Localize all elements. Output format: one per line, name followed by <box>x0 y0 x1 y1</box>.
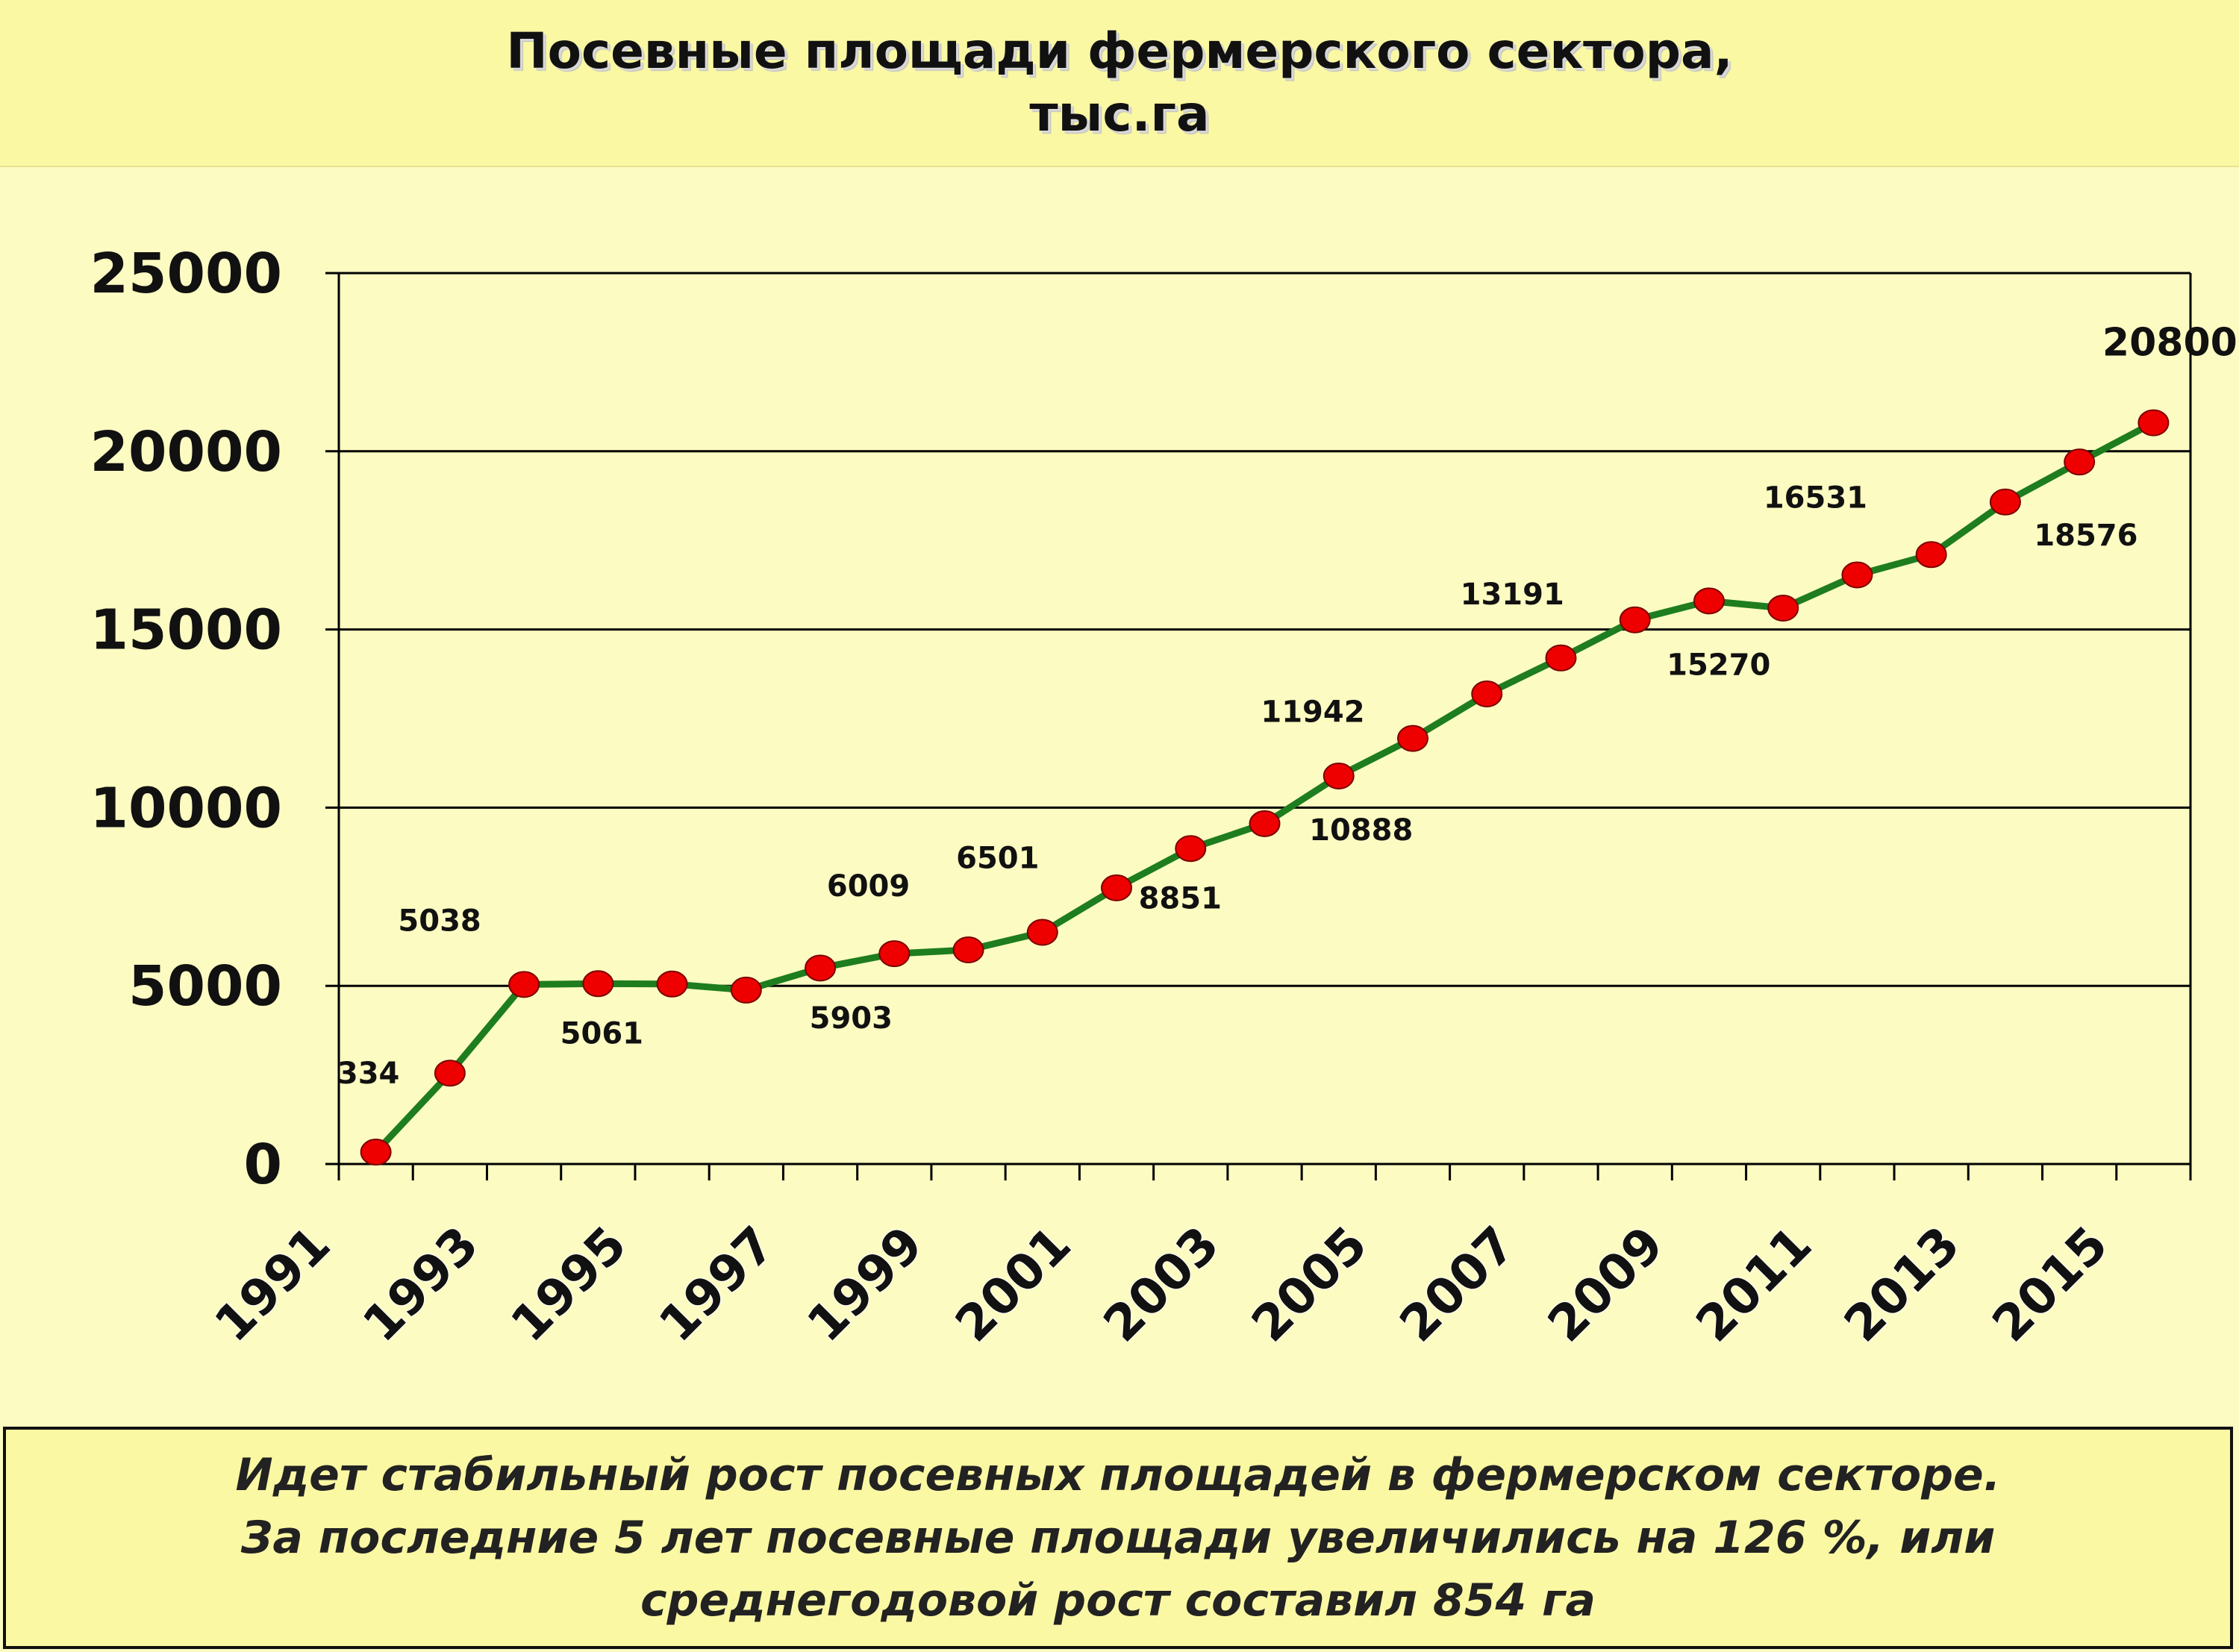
data-point-2016 <box>2137 409 2170 437</box>
data-point-2002 <box>1101 874 1133 901</box>
data-label-2012: 16531 <box>1764 481 1867 515</box>
data-label-2006: 11942 <box>1261 695 1364 730</box>
x-tick-label-1997: 1997 <box>648 1215 785 1353</box>
data-point-1992 <box>360 1139 392 1166</box>
data-point-1994 <box>508 971 540 998</box>
data-point-2009 <box>1619 606 1651 633</box>
data-label-2016: 20800 <box>2102 321 2238 366</box>
chart-title: Посевные площади фермерского сектора, ты… <box>0 0 2239 167</box>
data-label-2007: 13191 <box>1461 578 1564 612</box>
data-point-1996 <box>656 970 688 998</box>
x-tick-label-2003: 2003 <box>1093 1215 1230 1353</box>
data-point-2008 <box>1545 644 1577 672</box>
y-tick-label-0: 0 <box>244 1133 283 1197</box>
data-point-2007 <box>1471 680 1503 707</box>
data-point-2015 <box>2064 448 2096 476</box>
data-point-2013 <box>1915 541 1947 569</box>
data-label-1994: 5038 <box>398 904 481 938</box>
x-tick-label-1995: 1995 <box>500 1215 637 1353</box>
data-label-2014: 18576 <box>2034 519 2137 553</box>
data-label-1995: 5061 <box>560 1016 643 1051</box>
data-label-2000: 6009 <box>827 869 910 904</box>
x-tick-label-2011: 2011 <box>1685 1215 1823 1353</box>
x-tick-label-1993: 1993 <box>352 1215 489 1353</box>
data-point-1999 <box>878 940 911 968</box>
data-label-1999: 5903 <box>810 1001 893 1036</box>
summary-note-line-3: среднегодовой рост составил 854 га <box>640 1574 1596 1627</box>
data-label-2003: 8851 <box>1139 881 1222 916</box>
data-label-1992: 334 <box>337 1057 400 1091</box>
data-point-2014 <box>1989 488 2021 516</box>
data-point-2004 <box>1249 810 1281 837</box>
summary-note: Идет стабильный рост посевных площадей в… <box>3 1427 2233 1649</box>
y-tick-label-25000: 25000 <box>90 242 282 306</box>
data-label-2009: 15270 <box>1667 648 1770 683</box>
data-label-2005: 10888 <box>1309 813 1413 848</box>
y-tick-label-15000: 15000 <box>90 598 282 663</box>
chart-title-line-2: тыс.га <box>1029 85 1210 143</box>
summary-note-line-1: Идет стабильный рост посевных площадей в… <box>235 1449 2001 1501</box>
x-tick-label-2005: 2005 <box>1240 1215 1378 1353</box>
data-point-2003 <box>1175 835 1207 863</box>
data-point-2001 <box>1026 919 1058 946</box>
data-point-1993 <box>434 1060 466 1087</box>
data-point-1995 <box>582 970 614 998</box>
x-tick-label-1991: 1991 <box>204 1215 341 1353</box>
x-tick-label-2007: 2007 <box>1389 1215 1526 1353</box>
data-label-2001: 6501 <box>956 842 1039 876</box>
x-tick-label-2001: 2001 <box>944 1215 1081 1353</box>
summary-note-line-2: За последние 5 лет посевные площади увел… <box>240 1512 1996 1564</box>
data-point-2012 <box>1841 561 1873 589</box>
data-point-2000 <box>952 936 984 964</box>
y-tick-label-5000: 5000 <box>128 954 282 1019</box>
data-point-2006 <box>1396 725 1428 752</box>
data-point-2010 <box>1693 587 1725 615</box>
data-point-1998 <box>805 954 837 982</box>
y-tick-label-10000: 10000 <box>90 776 282 840</box>
data-point-2005 <box>1323 762 1355 789</box>
x-tick-label-1999: 1999 <box>796 1215 934 1353</box>
data-point-1997 <box>730 976 762 1004</box>
x-tick-label-2013: 2013 <box>1833 1215 1970 1353</box>
x-tick-label-2009: 2009 <box>1537 1215 1674 1353</box>
x-tick-label-2015: 2015 <box>1982 1215 2119 1353</box>
chart-title-line-1: Посевные площади фермерского сектора, <box>506 22 1733 80</box>
data-point-2011 <box>1767 594 1799 622</box>
y-tick-label-20000: 20000 <box>90 420 282 484</box>
